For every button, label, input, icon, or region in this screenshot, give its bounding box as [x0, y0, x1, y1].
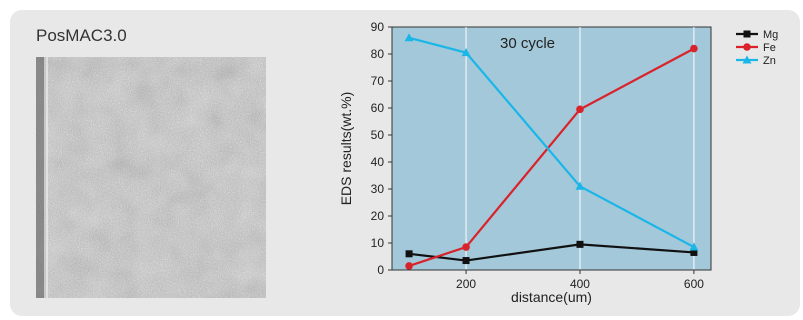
legend-marker-zn: [742, 55, 752, 64]
x-axis-label: distance(um): [511, 289, 592, 305]
y-tick-label: 50: [371, 128, 385, 142]
plot-area: [391, 26, 712, 271]
y-tick-label: 80: [371, 47, 385, 61]
legend-entry-zn: Zn: [736, 55, 776, 67]
x-tick-label: 200: [456, 277, 476, 291]
data-point-zn: [461, 48, 471, 57]
y-tick-label: 70: [371, 74, 385, 88]
legend-marker-fe: [743, 43, 751, 51]
y-tick-label: 30: [371, 182, 385, 196]
data-point-zn: [575, 181, 585, 190]
legend-entry-mg: Mg: [736, 29, 778, 41]
legend-label-fe: Fe: [763, 42, 776, 54]
data-point-mg: [576, 240, 584, 248]
y-tick-label: 20: [371, 209, 385, 223]
data-point-fe: [576, 105, 584, 114]
series-zn: [404, 33, 699, 251]
y-tick-label: 60: [371, 101, 385, 115]
data-point-mg: [405, 250, 413, 258]
data-point-fe: [690, 44, 698, 53]
data-point-fe: [405, 262, 413, 270]
y-axis-label: EDS results(wt.%): [338, 92, 354, 206]
x-tick-label: 400: [570, 277, 590, 291]
x-tick-label: 600: [684, 277, 704, 291]
figure-label: PosMAC3.0: [36, 26, 127, 45]
data-point-zn: [404, 33, 414, 42]
series-fe: [405, 44, 698, 270]
legend-label-mg: Mg: [763, 29, 778, 41]
data-point-mg: [462, 257, 470, 265]
legend-marker-mg: [743, 30, 751, 38]
legend-label-zn: Zn: [763, 55, 776, 67]
legend-entry-fe: Fe: [736, 42, 776, 54]
micrograph-image: [36, 57, 266, 298]
data-point-mg: [690, 248, 698, 256]
y-tick-label: 40: [371, 155, 385, 169]
y-tick-label: 90: [371, 20, 385, 34]
data-point-zn: [689, 242, 699, 251]
chart-annotation: 30 cycle: [500, 35, 555, 52]
data-point-fe: [462, 243, 470, 251]
series-line-zn: [408, 36, 695, 249]
y-tick-label: 10: [371, 236, 385, 250]
y-tick-label: 0: [377, 263, 384, 277]
series-line-fe: [408, 47, 695, 267]
